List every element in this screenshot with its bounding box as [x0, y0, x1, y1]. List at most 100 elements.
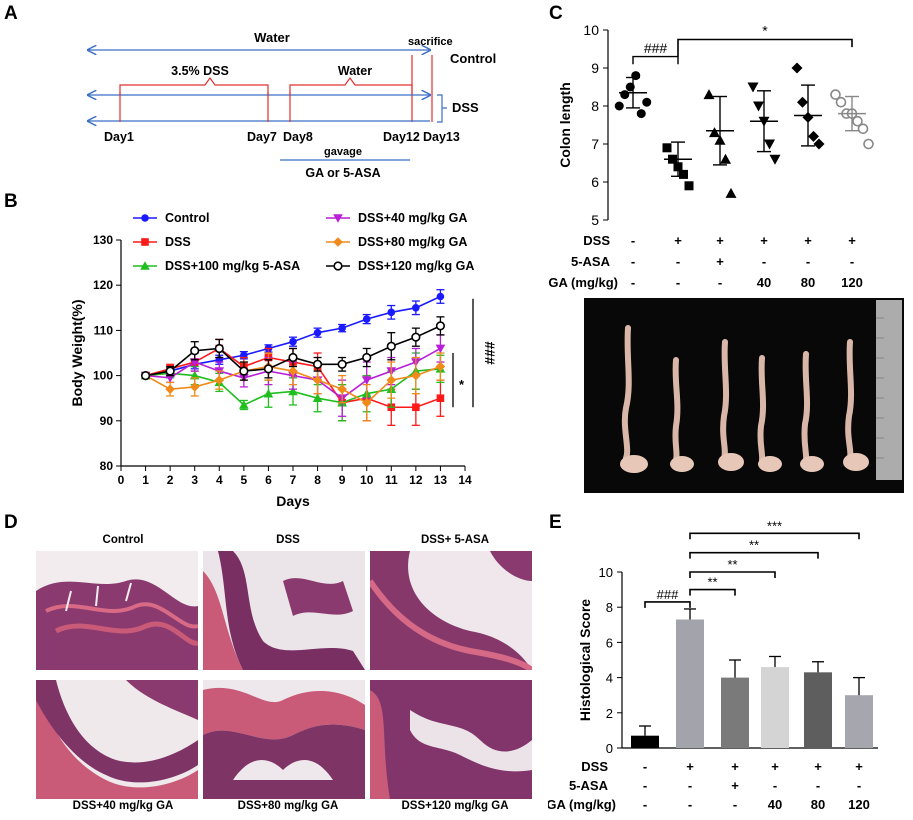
sig-label: *	[459, 377, 465, 392]
data-point	[830, 89, 841, 100]
data-point	[312, 359, 323, 369]
x-tick-label: 13	[434, 473, 448, 487]
table-cell: -	[631, 254, 635, 269]
table-cell: -	[762, 254, 766, 269]
data-point	[338, 324, 346, 332]
sig-bracket	[689, 551, 819, 559]
data-point	[435, 344, 446, 354]
legend-label: DSS	[165, 235, 191, 249]
legend-item: DSS+120 mg/kg GA	[326, 259, 474, 273]
table-cell: -	[643, 797, 647, 812]
table-cell: 120	[848, 797, 870, 812]
y-tick-label: 100	[93, 369, 113, 383]
data-point	[263, 388, 274, 398]
y-tick-label: 80	[100, 459, 114, 473]
data-point	[312, 393, 323, 402]
legend-label: DSS+40 mg/kg GA	[358, 211, 467, 225]
group-5	[830, 89, 874, 150]
table-row-label: GA (mg/kg)	[548, 797, 616, 812]
day13-label: Day13	[423, 130, 460, 144]
y-tick-label: 5	[591, 212, 599, 228]
table-cell: -	[806, 254, 810, 269]
table-cell: -	[850, 254, 854, 269]
legend-item: DSS+100 mg/kg 5-ASA	[133, 259, 300, 273]
timeline-diagram: Water sacrifice Control 3.5% DSS Water D…	[0, 30, 496, 180]
water-brace	[289, 76, 413, 95]
y-axis-label: Histological Score	[577, 599, 593, 721]
legend-marker	[333, 261, 343, 271]
hist-caption-ga80: DSS+80 mg/kg GA	[237, 800, 339, 812]
data-point	[435, 361, 446, 372]
legend-label: Control	[165, 211, 209, 225]
hist-image-ga80	[203, 680, 365, 799]
x-axis-label: Days	[276, 493, 310, 509]
data-point	[362, 315, 371, 323]
table-cell: -	[676, 254, 680, 269]
sig-label: **	[707, 575, 717, 590]
data-point	[239, 400, 249, 409]
data-point	[214, 375, 225, 385]
table-cell: -	[816, 778, 820, 793]
table-cell: 120	[841, 275, 863, 290]
table-row-label: GA (mg/kg)	[548, 275, 618, 290]
data-point	[361, 376, 372, 385]
data-point	[808, 130, 819, 142]
y-axis-label: Body Weight(%)	[69, 299, 85, 406]
legend-marker	[140, 261, 150, 270]
table-cell: 80	[811, 797, 825, 812]
colon-specimen-1	[621, 325, 632, 461]
table-cell: +	[674, 233, 682, 248]
table-row-label: 5-ASA	[569, 778, 609, 793]
hist-image-ga40	[36, 680, 198, 799]
day12-label: Day12	[383, 130, 420, 144]
legend-marker	[141, 238, 149, 246]
group-2	[703, 89, 737, 198]
y-tick-label: 110	[94, 323, 114, 337]
data-point	[852, 115, 863, 127]
y-tick-label: 8	[591, 98, 599, 114]
data-point	[288, 352, 298, 363]
bar	[845, 695, 873, 748]
table-cell: -	[688, 797, 692, 812]
y-tick-label: 2	[606, 706, 613, 721]
dss-group-bracket	[437, 94, 447, 123]
data-point	[313, 328, 322, 337]
data-point	[835, 96, 847, 108]
data-point	[412, 403, 420, 412]
hist-caption-control: Control	[102, 534, 144, 546]
data-point	[747, 82, 759, 93]
panel-letter-d: D	[4, 512, 18, 533]
table-cell: -	[631, 233, 635, 248]
legend-item: Control	[133, 211, 209, 225]
data-point	[337, 359, 347, 369]
table-cell: -	[733, 797, 737, 812]
legend-label: DSS+120 mg/kg GA	[358, 259, 474, 273]
sig-bracket	[632, 55, 679, 65]
hist-caption-ga120: DSS+120 mg/kg GA	[401, 800, 509, 812]
table-cell: -	[688, 778, 692, 793]
panel-letter-e: E	[549, 512, 562, 533]
table-cell: +	[731, 778, 739, 793]
sig-label: ###	[657, 587, 679, 602]
data-point	[411, 332, 421, 342]
table-cell: -	[631, 275, 635, 290]
colon-photo	[584, 298, 904, 493]
y-tick-label: 90	[100, 414, 114, 428]
data-point	[288, 366, 298, 376]
x-tick-label: 3	[191, 473, 198, 487]
sig-bracket	[689, 532, 860, 540]
y-tick-label: 10	[599, 565, 613, 580]
panel-letter-c: C	[549, 3, 563, 24]
data-point	[620, 90, 630, 100]
sig-label: *	[762, 23, 768, 39]
sig-bracket	[677, 38, 853, 57]
y-tick-label: 6	[591, 174, 599, 190]
data-point	[769, 154, 781, 165]
bar	[804, 672, 832, 748]
table-cell: -	[676, 275, 680, 290]
table-cell: -	[643, 778, 647, 793]
treatment-label: GA or 5-ASA	[305, 166, 380, 180]
table-cell: +	[760, 233, 768, 248]
table-cell: +	[731, 759, 739, 774]
